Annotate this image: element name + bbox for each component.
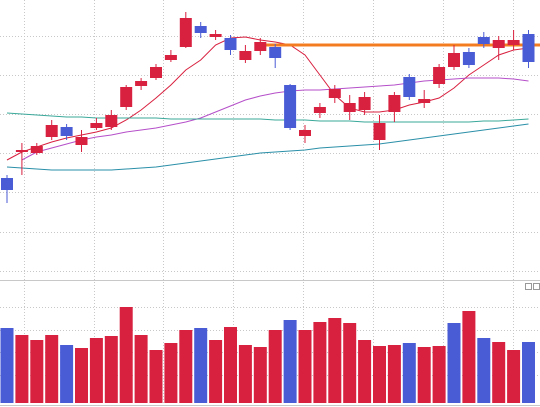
volume-bar	[447, 323, 461, 403]
volume-bar	[402, 343, 416, 403]
volume-bar	[134, 335, 148, 403]
volume-bar	[417, 347, 431, 403]
volume-bar	[209, 340, 223, 403]
candle-body	[120, 87, 133, 107]
moving-average-line	[6, 36, 529, 161]
volume-bar	[387, 345, 401, 403]
volume-bar	[343, 323, 357, 403]
volume-bar	[522, 342, 535, 403]
candle-body	[358, 97, 371, 110]
volume-bar	[164, 343, 178, 403]
candle-body	[150, 67, 162, 78]
volume-bar	[224, 327, 237, 403]
candle-body	[269, 47, 282, 58]
volume-bar	[432, 346, 446, 403]
candle-body	[299, 130, 311, 136]
volume-bar	[373, 346, 386, 403]
candle-body	[507, 40, 520, 45]
volume-bar	[119, 307, 133, 403]
volume-bar	[30, 340, 44, 403]
candle-body	[60, 127, 73, 136]
volume-bar	[358, 340, 372, 403]
candle-body	[373, 123, 386, 140]
candle-body	[254, 42, 267, 51]
candle-body	[448, 53, 460, 67]
volume-bar	[238, 345, 252, 403]
icon-close[interactable]	[533, 283, 540, 290]
icon-minimize[interactable]	[525, 283, 532, 290]
candle-body	[388, 95, 401, 112]
candle-body	[209, 34, 222, 37]
candle-body	[45, 125, 58, 137]
volume-bar	[149, 350, 163, 403]
volume-bar	[89, 338, 103, 403]
candle-body	[105, 115, 118, 127]
candle-body	[164, 55, 177, 60]
candle-body	[30, 146, 43, 153]
volume-bar	[462, 311, 476, 403]
volume-bar	[492, 342, 506, 403]
volume-bar	[194, 328, 208, 403]
volume-bar	[313, 322, 327, 403]
candle-body	[135, 81, 148, 86]
volume-bar	[298, 330, 312, 403]
candle-body	[418, 99, 431, 103]
volume-bar	[75, 348, 88, 403]
candle-body	[313, 107, 326, 113]
panel-icons	[525, 283, 540, 290]
volume-bar	[253, 347, 267, 403]
candle-body	[75, 137, 88, 145]
moving-average-line	[6, 112, 529, 123]
volume-bar	[268, 330, 282, 403]
volume-bar	[45, 335, 59, 403]
candle-body	[15, 150, 28, 152]
volume-bar	[104, 336, 118, 403]
volume-bar	[60, 345, 74, 403]
candle-body	[90, 123, 103, 128]
volume-bar	[179, 330, 193, 403]
volume-bar	[477, 338, 491, 403]
candle-body	[284, 85, 297, 128]
moving-average-line	[6, 123, 529, 171]
volume-bar	[328, 318, 342, 403]
volume-bar	[15, 335, 29, 403]
volume-bar	[283, 320, 297, 403]
moving-average-line	[21, 77, 529, 161]
candle-body	[194, 26, 207, 33]
candle-body	[433, 67, 446, 84]
candle-body	[179, 18, 192, 47]
candle-body	[492, 40, 505, 48]
candle-body	[224, 38, 237, 50]
candle-body	[239, 51, 252, 60]
candle-body	[477, 37, 490, 44]
candle-body	[403, 77, 416, 97]
volume-bar	[0, 328, 14, 403]
candle-body	[328, 89, 341, 98]
candle-body	[1, 178, 13, 190]
volume-bar	[507, 350, 521, 403]
candle-body	[462, 52, 475, 65]
candle-body	[522, 34, 535, 62]
candle-body	[343, 103, 356, 112]
